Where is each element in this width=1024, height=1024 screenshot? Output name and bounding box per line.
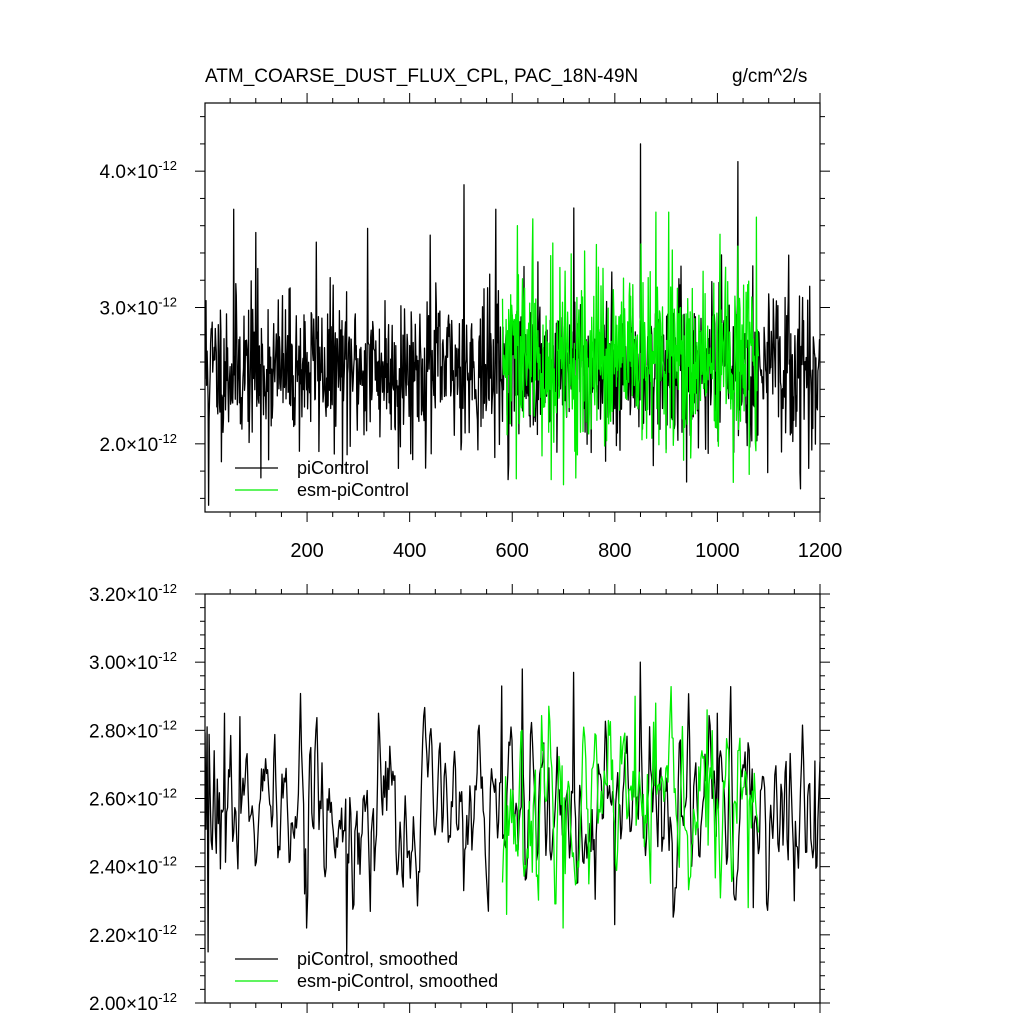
- y-tick-mantissa: 2.20×10: [89, 926, 158, 947]
- bottom-series-group: [205, 661, 820, 956]
- y-tick-mantissa: 2.60×10: [89, 790, 158, 811]
- y-tick-label: 2.80×10-12: [89, 717, 177, 742]
- legend-label: piControl, smoothed: [297, 949, 458, 969]
- y-tick-label: 2.20×10-12: [89, 922, 177, 947]
- y-tick-exponent: -12: [158, 717, 177, 732]
- legend-label: piControl: [297, 458, 369, 478]
- x-tick-label: 200: [290, 540, 323, 562]
- y-tick-exponent: -12: [158, 854, 177, 869]
- y-tick-exponent: -12: [158, 990, 177, 1005]
- x-tick-label: 400: [393, 540, 426, 562]
- top-panel: 200 400 600 800 1000 12002.0×10-123.0×10-124.…: [100, 93, 843, 562]
- bottom-panel: 2.00×10-122.20×10-122.40×10-122.60×10-12…: [89, 581, 830, 1015]
- y-tick-label: 2.40×10-12: [89, 854, 177, 879]
- y-tick-mantissa: 4.0×10: [100, 162, 159, 183]
- y-tick-label: 3.00×10-12: [89, 649, 177, 674]
- y-tick-mantissa: 2.0×10: [100, 435, 159, 456]
- x-tick-label: 800: [598, 540, 631, 562]
- y-tick-label: 3.20×10-12: [89, 581, 177, 606]
- y-tick-exponent: -12: [158, 581, 177, 596]
- y-tick-label: 4.0×10-12: [100, 158, 177, 183]
- y-tick-label: 2.00×10-12: [89, 990, 177, 1015]
- y-tick-mantissa: 3.0×10: [100, 299, 159, 320]
- y-tick-mantissa: 3.00×10: [89, 653, 158, 674]
- y-tick-mantissa: 2.40×10: [89, 858, 158, 879]
- y-tick-exponent: -12: [158, 786, 177, 801]
- y-tick-label: 2.60×10-12: [89, 786, 177, 811]
- y-tick-exponent: -12: [158, 431, 177, 446]
- legend-label: esm-piControl, smoothed: [297, 971, 498, 991]
- y-tick-exponent: -12: [158, 649, 177, 664]
- series-line-esm-picontrol-smoothed: [501, 685, 760, 929]
- y-tick-mantissa: 2.00×10: [89, 994, 158, 1015]
- y-tick-label: 2.0×10-12: [100, 431, 177, 456]
- chart-units: g/cm^2/s: [732, 66, 807, 87]
- series-line-esm-picontrol: [501, 211, 760, 486]
- chart-title: ATM_COARSE_DUST_FLUX_CPL, PAC_18N-49N: [205, 66, 638, 87]
- y-tick-exponent: -12: [158, 295, 177, 310]
- x-tick-label: 1000: [695, 540, 740, 562]
- top-series-group: [205, 143, 820, 506]
- y-tick-exponent: -12: [158, 922, 177, 937]
- y-tick-label: 3.0×10-12: [100, 295, 177, 320]
- legend-label: esm-piControl: [297, 480, 409, 500]
- x-tick-label: 600: [496, 540, 529, 562]
- series-line-picontrol-smoothed: [205, 661, 820, 956]
- x-tick-label: 1200: [798, 540, 843, 562]
- y-tick-exponent: -12: [158, 158, 177, 173]
- y-tick-mantissa: 3.20×10: [89, 585, 158, 606]
- y-tick-mantissa: 2.80×10: [89, 721, 158, 742]
